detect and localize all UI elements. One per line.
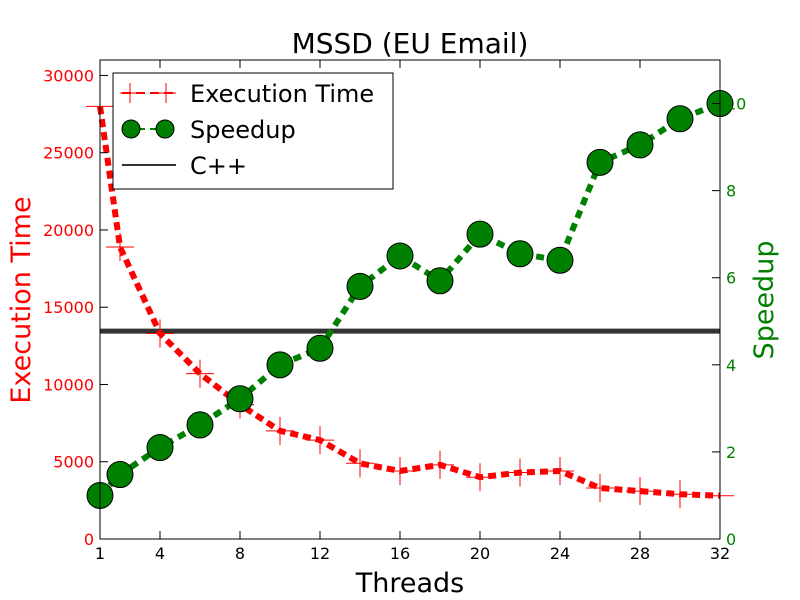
speedup-point: [506, 240, 534, 268]
speedup-point: [106, 461, 134, 489]
execution-time-point: [146, 319, 174, 348]
execution-time-point: [186, 359, 214, 388]
left-y-tick-label: 25000: [43, 144, 94, 163]
x-tick-label: 1: [95, 544, 105, 563]
speedup-point: [546, 246, 574, 274]
execution-time-point: [306, 426, 334, 455]
legend-execution-time-marker: [120, 83, 176, 103]
x-tick-label: 20: [470, 544, 490, 563]
speedup-line: [97, 100, 722, 498]
speedup-point: [626, 131, 654, 159]
speedup-point: [346, 272, 374, 300]
speedup-point: [186, 411, 214, 439]
x-tick-label: 12: [310, 544, 330, 563]
x-tick-label: 4: [155, 544, 165, 563]
x-tick-label: 8: [235, 544, 245, 563]
legend-speedup-marker: [121, 119, 176, 139]
left-y-axis-label: Execution Time: [6, 196, 37, 403]
x-axis-label: Threads: [355, 568, 464, 599]
right-y-tick-label: 10: [726, 95, 746, 114]
speedup-point: [146, 434, 174, 462]
execution-time-point: [466, 463, 494, 492]
legend: Execution Time Speedup C++: [112, 72, 394, 190]
x-tick-label: 16: [390, 544, 410, 563]
speedup-point: [266, 351, 294, 379]
execution-time-point: [106, 232, 134, 261]
legend-speedup-dot: [121, 119, 141, 139]
right-y-tick-label: 6: [726, 269, 736, 288]
legend-speedup-dot: [155, 119, 175, 139]
speedup-point: [226, 385, 254, 413]
left-y-tick-label: 10000: [43, 375, 94, 394]
left-y-tick-label: 0: [84, 530, 94, 549]
right-y-tick-label: 2: [726, 443, 736, 462]
execution-time-point: [266, 416, 294, 445]
right-y-tick-label: 4: [726, 356, 736, 375]
speedup-point: [386, 242, 414, 270]
speedup-point: [306, 334, 334, 362]
legend-speedup-label: Speedup: [190, 116, 296, 144]
right-y-tick-label: 8: [726, 182, 736, 201]
right-y-axis-label: Speedup: [749, 241, 780, 360]
execution-time-point: [426, 450, 454, 479]
legend-cpp-label: C++: [190, 152, 247, 180]
right-y-tick-label: 0: [726, 530, 736, 549]
legend-execution-time-label: Execution Time: [190, 80, 374, 108]
speedup-point: [466, 220, 494, 248]
execution-time-point: [626, 477, 654, 506]
speedup-point: [666, 105, 694, 133]
left-y-tick-label: 15000: [43, 298, 94, 317]
left-y-tick-label: 30000: [43, 66, 94, 85]
speedup-point: [586, 148, 614, 176]
x-tick-label: 28: [630, 544, 650, 563]
x-tick-label: 32: [710, 544, 730, 563]
execution-time-point: [586, 474, 614, 503]
execution-time-point: [506, 458, 534, 487]
chart-title: MSSD (EU Email): [292, 27, 529, 60]
left-y-tick-label: 5000: [53, 453, 94, 472]
left-y-tick-label: 20000: [43, 221, 94, 240]
execution-time-point: [546, 457, 574, 486]
plot-frame: [99, 59, 721, 540]
x-tick-label: 24: [550, 544, 570, 563]
execution-time-point: [346, 449, 374, 478]
execution-time-point: [386, 457, 414, 486]
speedup-point: [426, 267, 454, 295]
execution-time-point: [666, 480, 694, 509]
plot-area: 1 4 8 12 16 20 24 28 320500010000150002000025000…: [43, 59, 746, 563]
